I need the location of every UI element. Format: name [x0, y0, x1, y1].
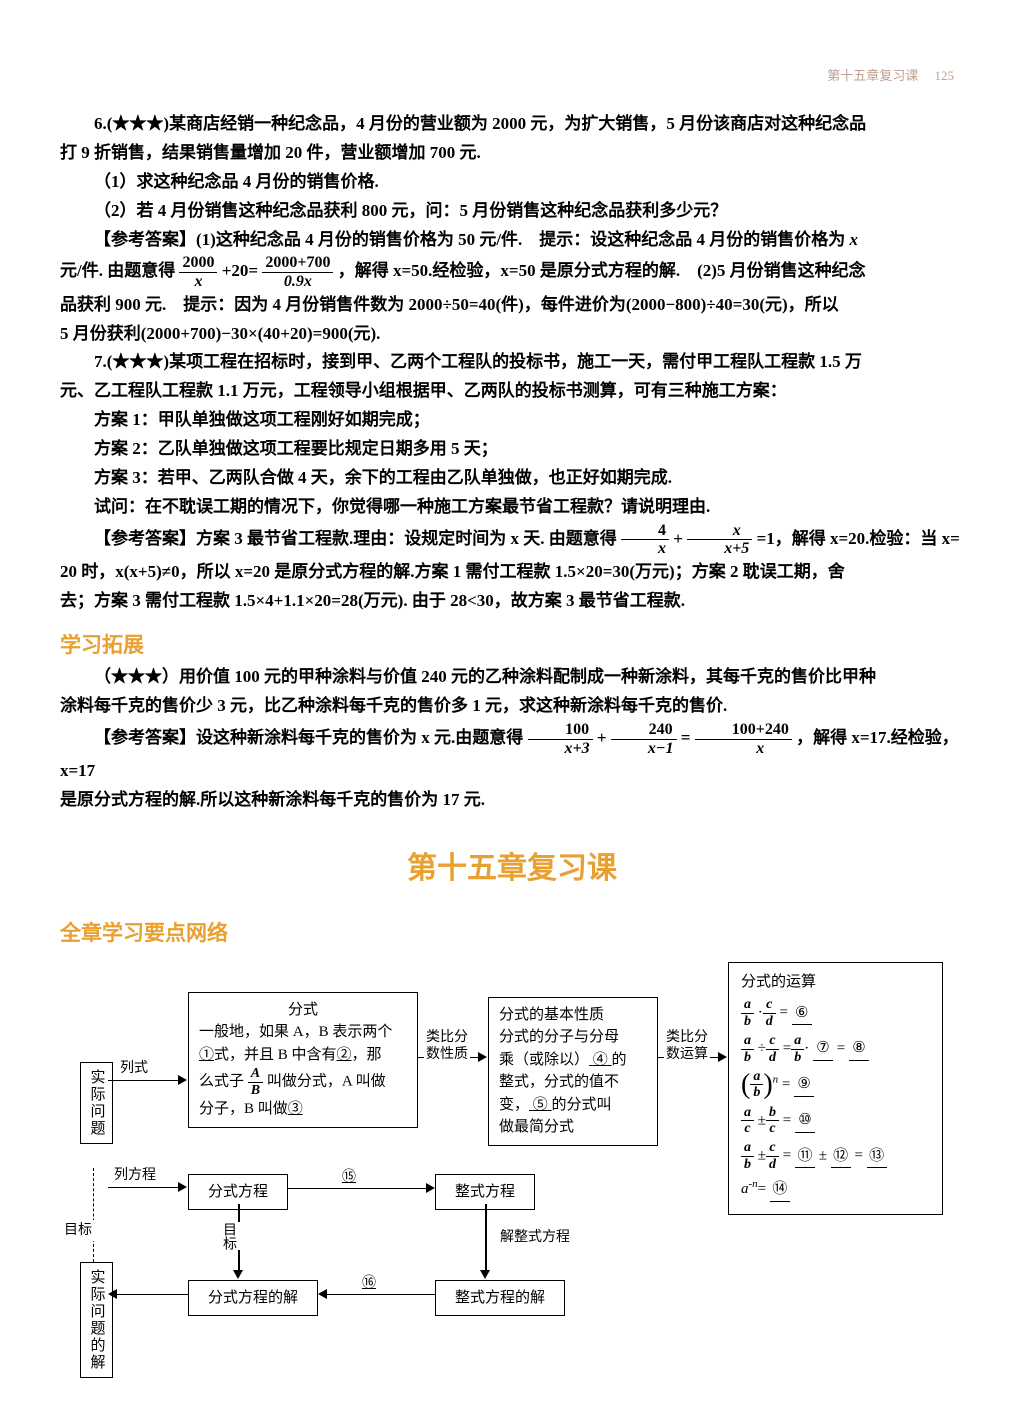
extension-answer-l2: 是原分式方程的解.所以这种新涂料每千克的售价为 17 元. — [60, 786, 964, 815]
page-header: 第十五章复习课 125 — [827, 65, 954, 87]
eq-7-8: ab ÷cd =ab· ⑦ = ⑧ — [741, 1033, 930, 1065]
frac-340-x: 100+240x — [695, 721, 792, 757]
frac-2000-x: 2000x — [179, 254, 217, 290]
plan-3: 方案 3：若甲、乙两队合做 4 天，余下的工程由乙队单独做，也正好如期完成. — [60, 464, 964, 493]
fenshi-l3: 么式子 AB 叫做分式，A 叫做 — [199, 1066, 407, 1098]
fenshi-l4: 分子，B 叫做③ — [199, 1098, 407, 1121]
extension-stem2: 涂料每千克的售价少 3 元，比乙种涂料每千克的售价多 1 元，求这种新涂料每千克… — [60, 692, 964, 721]
box-xingzhi: 分式的基本性质 分式的分子与分母 乘（或除以） ④ 的 整式，分式的值不 变， … — [488, 997, 658, 1146]
problem-6-answer-l2: 元/件. 由题意得 2000x +20= 2000+7000.9x ，解得 x=… — [60, 254, 964, 290]
label-lieshi: 列式 — [118, 1058, 150, 1079]
label-mubiao1: 目标 — [62, 1220, 94, 1241]
xingzhi-l3: 整式，分式的值不 — [499, 1071, 647, 1094]
problem-7-ask: 试问：在不耽误工期的情况下，你觉得哪一种施工方案最节省工程款？请说明理由. — [60, 493, 964, 522]
p6-x: x — [850, 230, 859, 249]
problem-6-answer-l1: 【参考答案】(1)这种纪念品 4 月份的销售价格为 50 元/件. 提示：设这种… — [60, 226, 964, 255]
p7-ans1c: =1，解得 x=20.检验：当 x= — [757, 529, 960, 548]
label-16: ⑯ — [362, 1276, 376, 1291]
problem-7-answer-l1: 【参考答案】方案 3 最节省工程款.理由：设规定时间为 x 天. 由题意得 4x… — [60, 522, 964, 558]
eq-6: ab ·cd = ⑥ — [741, 997, 930, 1029]
ext-ans1c: = — [681, 728, 691, 747]
extension-answer-l1: 【参考答案】设这种新涂料每千克的售价为 x 元.由题意得 100x+3 + 24… — [60, 721, 964, 786]
main-content: 6.(★★★)某商店经销一种纪念品，4 月份的营业额为 2000 元，为扩大销售… — [60, 110, 964, 1402]
extension-heading: 学习拓展 — [60, 628, 964, 664]
concept-diagram: 实际问题 实际问题的解 目标 列式 列方程 分式 一般地，如果 A，B 表示两个… — [60, 962, 964, 1402]
label-15: ⑮ — [342, 1170, 356, 1185]
problem-7-answer-l3: 去；方案 3 需付工程款 1.5×4+1.1×20=28(万元). 由于 28<… — [60, 587, 964, 616]
chapter-title: 第十五章复习课 — [60, 843, 964, 894]
box-shiji-wenti-jie: 实际问题的解 — [80, 1262, 113, 1378]
p6-ans1c: +20= — [222, 261, 258, 280]
problem-6-line1: 6.(★★★)某商店经销一种纪念品，4 月份的营业额为 2000 元，为扩大销售… — [60, 110, 964, 139]
fenshi-l1: 一般地，如果 A，B 表示两个 — [199, 1021, 407, 1044]
label-liefangcheng: 列方程 — [112, 1165, 158, 1186]
header-page: 125 — [935, 68, 955, 83]
plan-1: 方案 1：甲队单独做这项工程刚好如期完成； — [60, 406, 964, 435]
eq-9: (ab)n = ⑨ — [741, 1069, 930, 1101]
p7-ans1a: 【参考答案】方案 3 最节省工程款.理由：设规定时间为 x 天. 由题意得 — [94, 529, 617, 548]
frac-240-x1: 240x−1 — [611, 721, 677, 757]
problem-6-answer-l3: 品获利 900 元. 提示：因为 4 月份销售件数为 2000÷50=40(件)… — [60, 291, 964, 320]
problem-7-line2: 元、乙工程队工程款 1.1 万元，工程领导小组根据甲、乙两队的投标书测算，可有三… — [60, 377, 964, 406]
frac-100-x3: 100x+3 — [528, 721, 593, 757]
dash-line — [93, 1168, 94, 1262]
p6-ans1a: 【参考答案】(1)这种纪念品 4 月份的销售价格为 50 元/件. 提示：设这种… — [94, 230, 850, 249]
label-leibi2: 类比分数运算 — [664, 1030, 710, 1064]
fenshi-title: 分式 — [199, 999, 407, 1022]
header-chapter: 第十五章复习课 — [827, 68, 918, 83]
box-yunsuan: 分式的运算 ab ·cd = ⑥ ab ÷cd =ab· ⑦ = ⑧ (ab)n… — [728, 962, 943, 1215]
p6-ans1b: 元/件. 由题意得 — [60, 261, 175, 280]
box-shiji-wenti: 实际问题 — [80, 1062, 113, 1144]
problem-6-sub1: （1）求这种纪念品 4 月份的销售价格. — [60, 168, 964, 197]
extension-stem1: （★★★）用价值 100 元的甲种涂料与价值 240 元的乙种涂料配制成一种新涂… — [60, 663, 964, 692]
frac-x-x5: xx+5 — [687, 522, 752, 558]
xingzhi-l4: 变， ⑤ 的分式叫 — [499, 1094, 647, 1117]
xingzhi-l5: 做最简分式 — [499, 1116, 647, 1139]
frac-4-x: 4x — [621, 522, 669, 558]
p6-ans1d: ，解得 x=50.经检验，x=50 是原分式方程的解. (2)5 月份销售这种纪… — [338, 261, 866, 280]
box-fenshifangchengjie: 分式方程的解 — [188, 1280, 318, 1317]
box-zhengshifangchengjie: 整式方程的解 — [435, 1280, 565, 1317]
plan-2: 方案 2：乙队单独做这项工程要比规定日期多用 5 天； — [60, 435, 964, 464]
yunsuan-title: 分式的运算 — [741, 971, 930, 994]
frac-2700-09x: 2000+7000.9x — [262, 254, 333, 290]
label-mubiao2: 目标 — [216, 1222, 241, 1250]
box-fenshi: 分式 一般地，如果 A，B 表示两个 ①式，并且 B 中含有②，那 么式子 AB… — [188, 992, 418, 1128]
frac-A-B: AB — [248, 1066, 263, 1098]
xingzhi-l2: 乘（或除以） ④ 的 — [499, 1049, 647, 1072]
eq-11-13: ab ±cd = ⑪ ± ⑫ = ⑬ — [741, 1140, 930, 1172]
eq-14: a-n= ⑭ — [741, 1176, 930, 1202]
p7-ans1b: + — [673, 529, 683, 548]
ext-ans1b: + — [597, 728, 607, 747]
problem-6-answer-l4: 5 月份获利(2000+700)−30×(40+20)=900(元). — [60, 320, 964, 349]
eq-10: ac ±bc = ⑩ — [741, 1105, 930, 1137]
problem-6-line2: 打 9 折销售，结果销售量增加 20 件，营业额增加 700 元. — [60, 139, 964, 168]
network-heading: 全章学习要点网络 — [60, 916, 964, 952]
problem-7-answer-l2: 20 时，x(x+5)≠0，所以 x=20 是原分式方程的解.方案 1 需付工程… — [60, 558, 964, 587]
ext-ans1a: 【参考答案】设这种新涂料每千克的售价为 x 元.由题意得 — [94, 728, 523, 747]
label-leibi1: 类比分数性质 — [424, 1030, 470, 1064]
xingzhi-l1: 分式的分子与分母 — [499, 1026, 647, 1049]
label-jiezhengshi: 解整式方程 — [498, 1227, 572, 1248]
fenshi-l2: ①式，并且 B 中含有②，那 — [199, 1044, 407, 1067]
xingzhi-title: 分式的基本性质 — [499, 1004, 647, 1027]
problem-7-line1: 7.(★★★)某项工程在招标时，接到甲、乙两个工程队的投标书，施工一天，需付甲工… — [60, 348, 964, 377]
problem-6-sub2: （2）若 4 月份销售这种纪念品获利 800 元，问：5 月份销售这种纪念品获利… — [60, 197, 964, 226]
